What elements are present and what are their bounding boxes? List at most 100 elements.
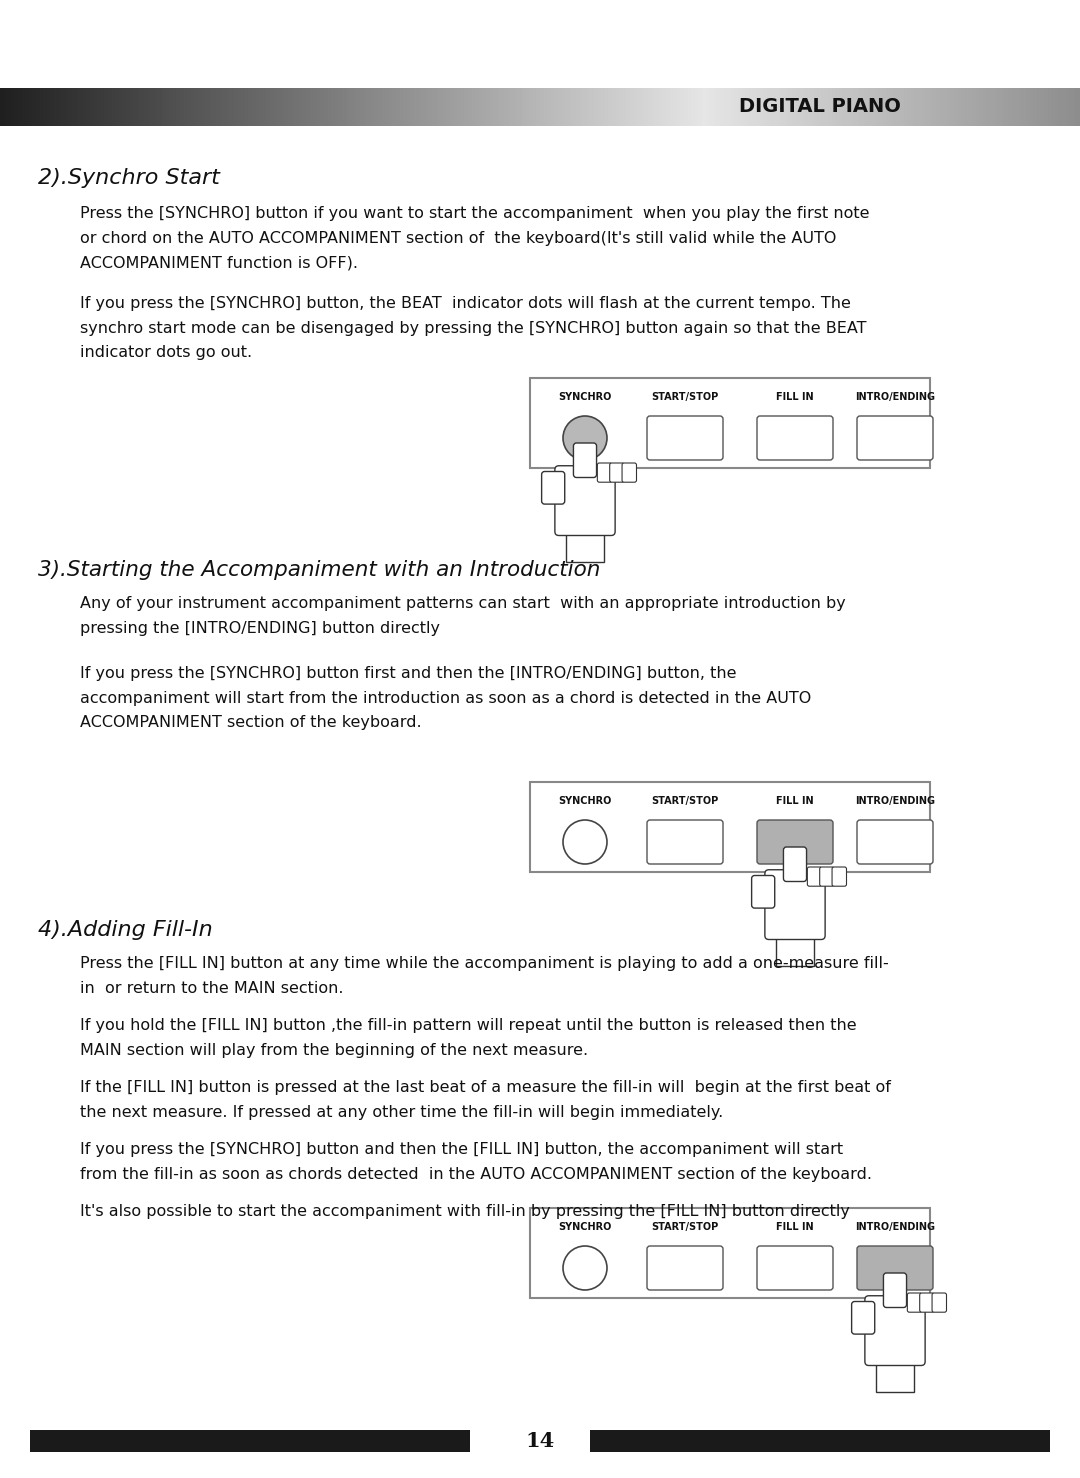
- Bar: [619, 89, 623, 126]
- Bar: [788, 89, 792, 126]
- Bar: [1055, 89, 1058, 126]
- Bar: [259, 89, 262, 126]
- Bar: [219, 89, 224, 126]
- Bar: [198, 89, 202, 126]
- Bar: [1062, 89, 1066, 126]
- Bar: [262, 89, 267, 126]
- Bar: [159, 89, 162, 126]
- Text: If you press the [SYNCHRO] button, the BEAT  indicator dots will flash at the cu: If you press the [SYNCHRO] button, the B…: [80, 296, 866, 361]
- Bar: [130, 89, 133, 126]
- Bar: [100, 89, 105, 126]
- Bar: [494, 89, 497, 126]
- Bar: [1018, 89, 1023, 126]
- Text: SYNCHRO: SYNCHRO: [558, 797, 611, 806]
- Bar: [518, 89, 522, 126]
- Bar: [640, 89, 645, 126]
- Bar: [400, 89, 403, 126]
- FancyBboxPatch shape: [757, 820, 833, 865]
- Bar: [424, 89, 429, 126]
- Bar: [165, 89, 170, 126]
- Bar: [435, 89, 440, 126]
- FancyBboxPatch shape: [865, 1296, 926, 1366]
- Bar: [429, 89, 432, 126]
- Bar: [802, 89, 807, 126]
- FancyBboxPatch shape: [530, 378, 930, 469]
- Bar: [511, 89, 515, 126]
- Text: It's also possible to start the accompaniment with fill-in by pressing the [FILL: It's also possible to start the accompan…: [80, 1205, 850, 1219]
- Bar: [950, 89, 954, 126]
- Bar: [508, 89, 511, 126]
- Bar: [356, 89, 360, 126]
- Bar: [666, 89, 670, 126]
- Bar: [904, 89, 907, 126]
- Text: If you hold the [FILL IN] button ,the fill-in pattern will repeat until the butt: If you hold the [FILL IN] button ,the fi…: [80, 1018, 856, 1058]
- Bar: [126, 89, 130, 126]
- Bar: [54, 89, 57, 126]
- Bar: [295, 89, 299, 126]
- Bar: [464, 89, 468, 126]
- FancyBboxPatch shape: [757, 415, 833, 460]
- Bar: [702, 89, 705, 126]
- Bar: [446, 89, 450, 126]
- Bar: [565, 89, 569, 126]
- Bar: [590, 1431, 1050, 1451]
- FancyBboxPatch shape: [757, 1246, 833, 1290]
- Bar: [910, 89, 915, 126]
- Bar: [634, 89, 637, 126]
- Bar: [162, 89, 165, 126]
- Bar: [216, 89, 219, 126]
- Bar: [785, 89, 788, 126]
- Bar: [900, 89, 904, 126]
- Bar: [562, 89, 565, 126]
- Bar: [1004, 89, 1008, 126]
- Bar: [86, 89, 90, 126]
- Bar: [284, 89, 288, 126]
- FancyBboxPatch shape: [622, 463, 636, 482]
- Bar: [0, 89, 3, 126]
- FancyBboxPatch shape: [858, 1246, 933, 1290]
- Bar: [234, 89, 238, 126]
- Bar: [327, 89, 332, 126]
- Bar: [792, 89, 796, 126]
- Bar: [184, 89, 187, 126]
- Bar: [947, 89, 950, 126]
- Bar: [713, 89, 716, 126]
- Text: DIGITAL PIANO: DIGITAL PIANO: [739, 98, 901, 117]
- Bar: [932, 89, 936, 126]
- Bar: [324, 89, 327, 126]
- Bar: [248, 89, 252, 126]
- Bar: [576, 89, 580, 126]
- Bar: [720, 89, 724, 126]
- Bar: [1077, 89, 1080, 126]
- Bar: [483, 89, 486, 126]
- Bar: [65, 89, 68, 126]
- Text: 2).Synchro Start: 2).Synchro Start: [38, 168, 220, 188]
- Bar: [651, 89, 656, 126]
- Text: Any of your instrument accompaniment patterns can start  with an appropriate int: Any of your instrument accompaniment pat…: [80, 596, 846, 636]
- Bar: [313, 89, 316, 126]
- Bar: [648, 89, 651, 126]
- Bar: [964, 89, 969, 126]
- Bar: [558, 89, 562, 126]
- Bar: [205, 89, 208, 126]
- Bar: [227, 89, 230, 126]
- Bar: [1040, 89, 1044, 126]
- Bar: [699, 89, 702, 126]
- Bar: [745, 89, 748, 126]
- FancyBboxPatch shape: [883, 1273, 906, 1308]
- Bar: [51, 89, 54, 126]
- Bar: [407, 89, 410, 126]
- Bar: [191, 89, 194, 126]
- Bar: [594, 89, 597, 126]
- Bar: [796, 89, 799, 126]
- Bar: [443, 89, 446, 126]
- Bar: [839, 89, 842, 126]
- FancyBboxPatch shape: [832, 868, 847, 887]
- Bar: [828, 89, 832, 126]
- FancyBboxPatch shape: [907, 1293, 922, 1312]
- Bar: [777, 933, 813, 967]
- FancyBboxPatch shape: [610, 463, 624, 482]
- Bar: [543, 89, 548, 126]
- Bar: [1051, 89, 1055, 126]
- Bar: [1044, 89, 1048, 126]
